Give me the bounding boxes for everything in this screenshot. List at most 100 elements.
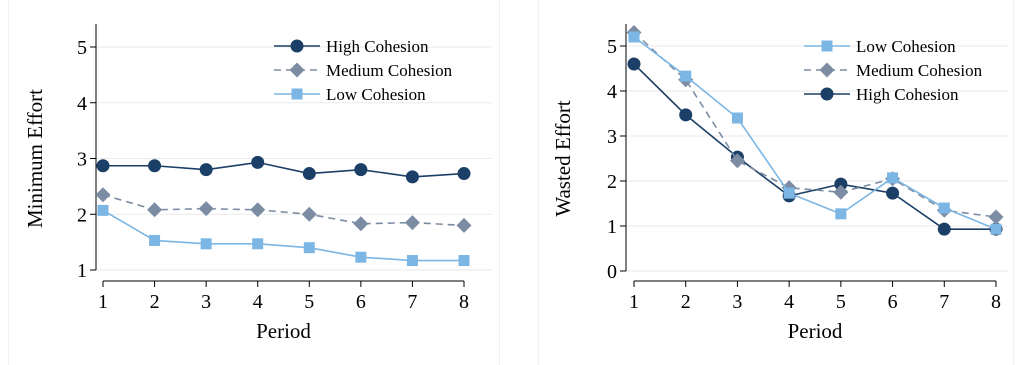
x-tick-label: 8 xyxy=(991,291,1001,313)
data-point-medium-cohesion xyxy=(988,209,1004,225)
series-line-low-cohesion xyxy=(633,36,997,230)
data-point-high-cohesion xyxy=(302,167,316,181)
x-tick-label: 3 xyxy=(732,291,742,313)
data-point-high-cohesion xyxy=(148,159,162,173)
data-point-high-cohesion xyxy=(627,57,641,71)
x-tick-label: 1 xyxy=(98,291,108,313)
legend-marker xyxy=(821,40,833,52)
y-tick-label: 1 xyxy=(77,260,87,282)
chart-frame xyxy=(8,0,500,365)
data-point-low-cohesion xyxy=(783,187,795,199)
data-point-high-cohesion xyxy=(354,163,368,177)
legend-label-low-cohesion: Low Cohesion xyxy=(326,85,426,104)
y-tick-label: 3 xyxy=(77,149,87,171)
legend-label-medium-cohesion: Medium Cohesion xyxy=(326,61,453,80)
x-tick-label: 6 xyxy=(356,291,366,313)
data-point-high-cohesion xyxy=(679,108,693,122)
data-point-high-cohesion xyxy=(199,163,213,177)
legend-marker xyxy=(289,62,305,78)
x-tick-label: 5 xyxy=(304,291,314,313)
legend-label-low-cohesion: Low Cohesion xyxy=(856,37,956,56)
series-medium-cohesion xyxy=(95,187,472,233)
y-tick-label: 4 xyxy=(77,93,87,115)
data-point-medium-cohesion xyxy=(353,216,369,232)
y-tick-label: 5 xyxy=(607,36,617,58)
minimum-effort-chart: 1 2 3 4 5 1 2 3 4 5 6 7 8 Period Minimum Effort High Co… xyxy=(23,24,492,343)
legend-marker xyxy=(291,88,303,100)
data-point-low-cohesion xyxy=(990,223,1002,235)
series-low-cohesion xyxy=(628,31,1002,235)
data-point-low-cohesion xyxy=(680,70,692,82)
data-point-medium-cohesion xyxy=(833,184,849,200)
legend-marker xyxy=(290,39,304,53)
wasted-effort-chart-panel: 0 1 2 3 4 5 1 2 3 4 5 6 7 8 Period Wasted Effort Low Coh… xyxy=(538,0,1014,365)
legend-label-medium-cohesion: Medium Cohesion xyxy=(856,61,983,80)
series-line-medium-cohesion xyxy=(633,31,997,218)
data-point-medium-cohesion xyxy=(147,202,163,218)
data-point-medium-cohesion xyxy=(95,187,111,203)
x-tick-label: 2 xyxy=(681,291,691,313)
data-point-high-cohesion xyxy=(834,177,848,191)
data-point-low-cohesion xyxy=(628,31,640,43)
legend-label-high-cohesion: High Cohesion xyxy=(856,85,959,104)
x-tick-label: 8 xyxy=(459,291,469,313)
data-point-high-cohesion xyxy=(457,167,471,181)
data-point-high-cohesion xyxy=(886,186,900,200)
data-point-low-cohesion xyxy=(458,255,470,267)
series-line-high-cohesion xyxy=(103,161,465,178)
data-point-low-cohesion xyxy=(406,255,418,267)
y-tick-label: 2 xyxy=(607,171,617,193)
x-tick-label: 1 xyxy=(629,291,639,313)
legend-marker xyxy=(819,62,835,78)
x-tick-label: 4 xyxy=(253,291,263,313)
data-point-low-cohesion xyxy=(938,202,950,214)
data-point-low-cohesion xyxy=(252,238,264,250)
x-tick-label: 2 xyxy=(150,291,160,313)
data-point-low-cohesion xyxy=(303,242,315,254)
data-point-medium-cohesion xyxy=(404,215,420,231)
series-line-high-cohesion xyxy=(633,63,996,230)
data-point-medium-cohesion xyxy=(198,201,214,217)
data-point-high-cohesion xyxy=(96,159,110,173)
x-tick-label: 5 xyxy=(836,291,846,313)
y-tick-label: 5 xyxy=(77,37,87,59)
data-point-medium-cohesion xyxy=(456,217,472,233)
data-point-low-cohesion xyxy=(200,238,212,250)
y-tick-label: 0 xyxy=(607,261,617,283)
data-point-medium-cohesion xyxy=(301,206,317,222)
data-point-low-cohesion xyxy=(887,172,899,184)
y-tick-label: 1 xyxy=(607,216,617,238)
legend-label-high-cohesion: High Cohesion xyxy=(326,37,429,56)
x-tick-label: 6 xyxy=(888,291,898,313)
x-tick-label: 4 xyxy=(784,291,794,313)
minimum-effort-chart-panel: 1 2 3 4 5 1 2 3 4 5 6 7 8 Period Minimum Effort High Co… xyxy=(8,0,500,365)
legend-marker xyxy=(820,87,834,101)
series-line-low-cohesion xyxy=(102,209,464,262)
x-tick-label: 3 xyxy=(201,291,211,313)
x-axis-title: Period xyxy=(256,319,311,343)
data-point-medium-cohesion xyxy=(250,202,266,218)
legend: Low Cohesion Medium Cohesion High Cohesion xyxy=(804,37,983,104)
series-high-cohesion xyxy=(96,155,471,184)
chart-frame xyxy=(538,0,1014,365)
data-point-high-cohesion xyxy=(251,155,265,169)
x-tick-label: 7 xyxy=(939,291,949,313)
y-axis-title: Minimum Effort xyxy=(23,89,47,228)
legend: High Cohesion Medium Cohesion Low Cohesion xyxy=(274,37,453,104)
x-tick-label: 7 xyxy=(407,291,417,313)
series-low-cohesion xyxy=(97,204,470,267)
data-point-medium-cohesion xyxy=(729,153,745,169)
y-tick-label: 3 xyxy=(607,126,617,148)
series-line-medium-cohesion xyxy=(102,193,465,227)
y-tick-label: 4 xyxy=(607,81,617,103)
data-point-low-cohesion xyxy=(731,112,743,124)
y-tick-label: 2 xyxy=(77,204,87,226)
data-point-low-cohesion xyxy=(835,208,847,220)
data-point-high-cohesion xyxy=(405,170,419,184)
x-axis-title: Period xyxy=(788,319,843,343)
data-point-high-cohesion xyxy=(937,222,951,236)
data-point-low-cohesion xyxy=(355,251,367,263)
data-point-low-cohesion xyxy=(97,204,109,216)
y-axis-title: Wasted Effort xyxy=(551,100,575,216)
